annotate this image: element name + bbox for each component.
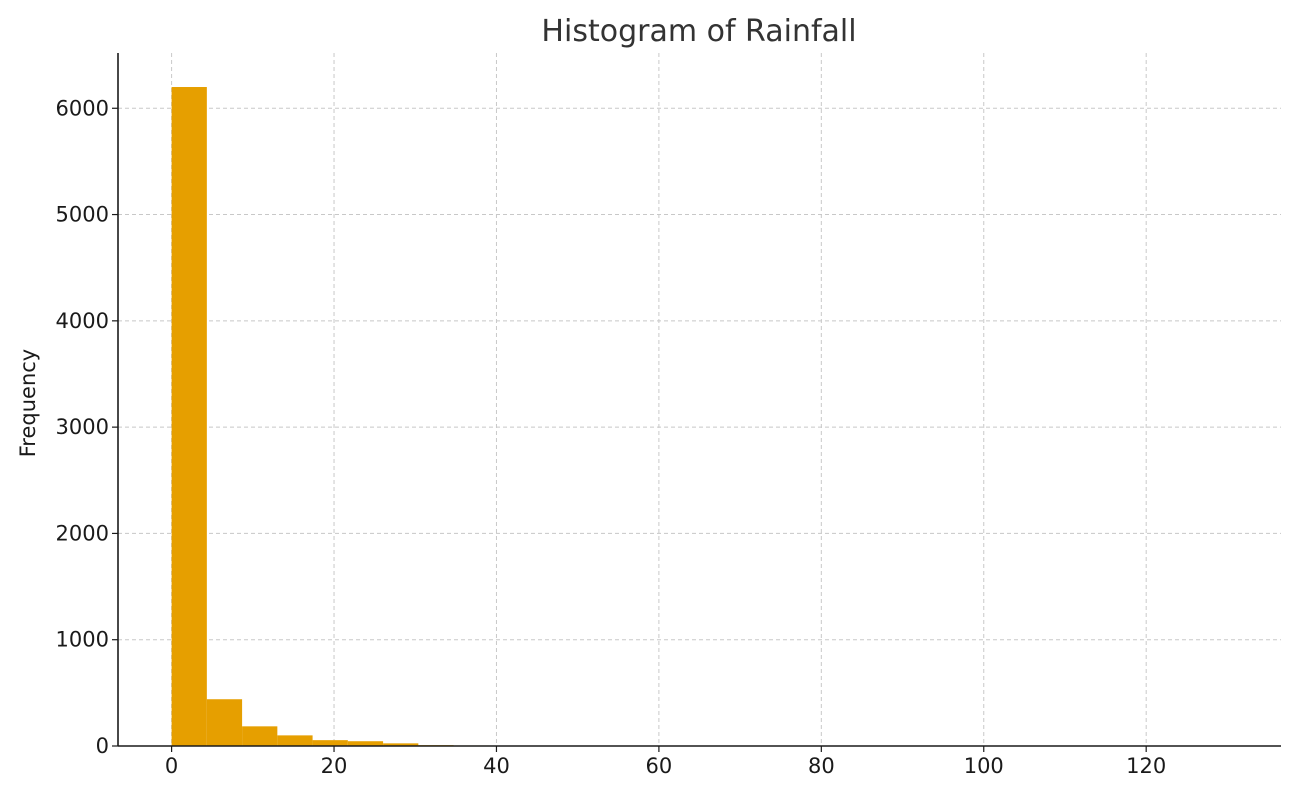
x-tick-label: 20 bbox=[321, 754, 348, 778]
x-tick-label: 40 bbox=[483, 754, 510, 778]
chart-title: Histogram of Rainfall bbox=[541, 14, 856, 49]
histogram-bar bbox=[347, 741, 384, 746]
x-axis-ticks: 0 20 40 60 80 100 120 bbox=[165, 746, 1166, 778]
histogram-bar bbox=[383, 743, 419, 746]
histogram-bar bbox=[312, 740, 348, 746]
x-tick-label: 120 bbox=[1126, 754, 1166, 778]
y-tick-label: 4000 bbox=[56, 309, 109, 333]
x-tick-label: 100 bbox=[964, 754, 1004, 778]
y-tick-label: 3000 bbox=[56, 415, 109, 439]
y-tick-label: 0 bbox=[96, 734, 109, 758]
y-axis-label: Frequency bbox=[16, 349, 40, 458]
histogram-bar bbox=[206, 699, 243, 746]
y-axis-ticks: 0 1000 2000 3000 4000 5000 6000 bbox=[56, 96, 118, 758]
y-tick-label: 5000 bbox=[56, 203, 109, 227]
histogram-bar bbox=[277, 735, 313, 746]
histogram-bar bbox=[171, 87, 207, 746]
x-tick-label: 60 bbox=[646, 754, 673, 778]
y-tick-label: 1000 bbox=[56, 628, 109, 652]
grid-lines bbox=[118, 53, 1281, 746]
axes bbox=[117, 53, 1281, 747]
y-tick-label: 2000 bbox=[56, 521, 109, 545]
histogram-bar bbox=[242, 726, 278, 746]
x-tick-label: 80 bbox=[808, 754, 835, 778]
histogram-bars bbox=[171, 87, 1230, 746]
y-tick-label: 6000 bbox=[56, 96, 109, 120]
x-tick-label: 0 bbox=[165, 754, 178, 778]
